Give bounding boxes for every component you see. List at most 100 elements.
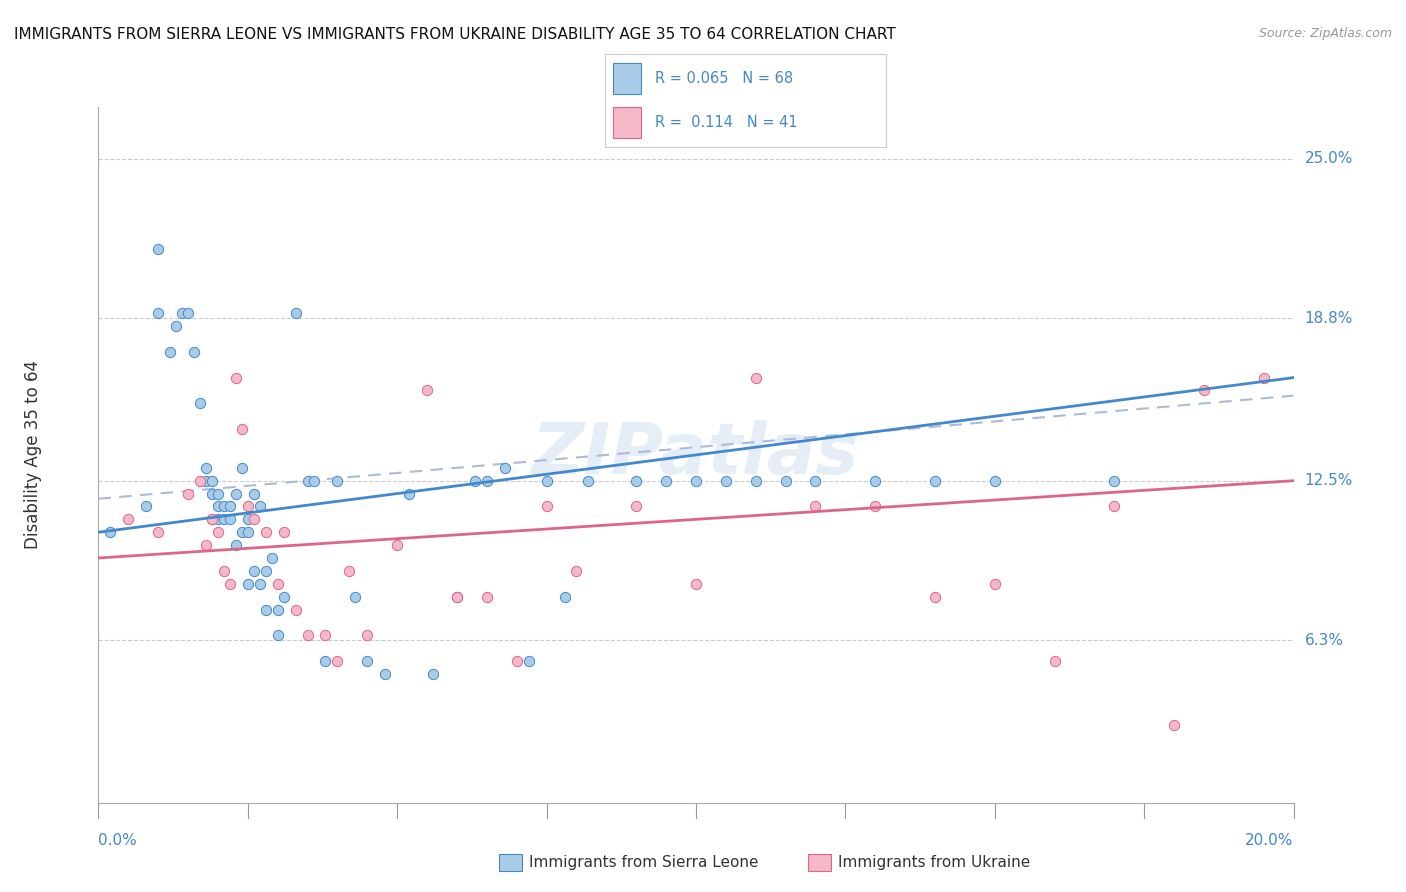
Point bbox=[236, 525, 259, 540]
Point bbox=[207, 525, 229, 540]
Point bbox=[212, 512, 235, 526]
Point bbox=[924, 590, 946, 604]
Point bbox=[924, 474, 946, 488]
Point bbox=[374, 667, 396, 681]
Point bbox=[1043, 654, 1066, 668]
Point bbox=[267, 628, 290, 642]
Point bbox=[685, 474, 707, 488]
Point bbox=[446, 590, 468, 604]
Bar bbox=[613, 107, 641, 138]
Point bbox=[775, 474, 797, 488]
Point bbox=[416, 384, 439, 398]
Text: 0.0%: 0.0% bbox=[98, 833, 138, 848]
Point bbox=[194, 474, 218, 488]
Point bbox=[212, 564, 235, 578]
Point bbox=[188, 396, 211, 410]
Point bbox=[273, 590, 295, 604]
Point bbox=[219, 512, 242, 526]
Point bbox=[177, 306, 200, 320]
Point bbox=[356, 628, 378, 642]
Point bbox=[135, 500, 157, 514]
Point bbox=[231, 525, 253, 540]
Point bbox=[219, 500, 242, 514]
Point bbox=[385, 538, 409, 552]
Point bbox=[624, 474, 647, 488]
Point bbox=[745, 474, 768, 488]
Point bbox=[273, 525, 295, 540]
Point bbox=[517, 654, 540, 668]
Point bbox=[315, 654, 337, 668]
Text: 25.0%: 25.0% bbox=[1305, 151, 1353, 166]
Point bbox=[398, 486, 420, 500]
Point bbox=[201, 512, 224, 526]
Point bbox=[177, 486, 200, 500]
Point bbox=[212, 500, 235, 514]
Point bbox=[243, 564, 266, 578]
Point bbox=[326, 654, 349, 668]
Point bbox=[267, 576, 290, 591]
Point bbox=[249, 500, 271, 514]
Point bbox=[714, 474, 737, 488]
Point bbox=[243, 486, 266, 500]
Point bbox=[475, 474, 498, 488]
Point bbox=[225, 486, 247, 500]
Point bbox=[356, 654, 378, 668]
Point bbox=[804, 500, 827, 514]
Point bbox=[148, 242, 170, 256]
Point bbox=[302, 474, 325, 488]
Point bbox=[297, 628, 319, 642]
Point bbox=[339, 564, 360, 578]
Point bbox=[148, 306, 170, 320]
Point bbox=[578, 474, 600, 488]
Point bbox=[188, 474, 211, 488]
Point bbox=[685, 576, 707, 591]
Text: IMMIGRANTS FROM SIERRA LEONE VS IMMIGRANTS FROM UKRAINE DISABILITY AGE 35 TO 64 : IMMIGRANTS FROM SIERRA LEONE VS IMMIGRAN… bbox=[14, 27, 896, 42]
Point bbox=[254, 564, 277, 578]
Point bbox=[201, 486, 224, 500]
Point bbox=[745, 370, 768, 384]
Point bbox=[804, 474, 827, 488]
Point bbox=[219, 576, 242, 591]
Point bbox=[236, 512, 259, 526]
Bar bbox=[613, 63, 641, 94]
Point bbox=[231, 422, 253, 436]
Point bbox=[1104, 474, 1126, 488]
Point bbox=[207, 512, 229, 526]
Text: 18.8%: 18.8% bbox=[1305, 310, 1353, 326]
Point bbox=[655, 474, 678, 488]
Point bbox=[475, 590, 498, 604]
Point bbox=[159, 344, 181, 359]
Point bbox=[194, 538, 218, 552]
Point bbox=[207, 500, 229, 514]
Point bbox=[297, 474, 319, 488]
Text: 20.0%: 20.0% bbox=[1246, 833, 1294, 848]
Text: ZIPatlas: ZIPatlas bbox=[533, 420, 859, 490]
Point bbox=[183, 344, 205, 359]
Point bbox=[284, 306, 307, 320]
Point bbox=[464, 474, 486, 488]
Point bbox=[201, 512, 224, 526]
Point bbox=[249, 576, 271, 591]
Point bbox=[865, 474, 887, 488]
Point bbox=[243, 512, 266, 526]
Point bbox=[260, 551, 283, 566]
Point bbox=[225, 538, 247, 552]
Point bbox=[1253, 370, 1275, 384]
Point bbox=[624, 500, 647, 514]
Point bbox=[536, 500, 558, 514]
Point bbox=[865, 500, 887, 514]
Point bbox=[326, 474, 349, 488]
Point bbox=[1104, 500, 1126, 514]
Point bbox=[446, 590, 468, 604]
Point bbox=[236, 576, 259, 591]
Point bbox=[194, 460, 218, 475]
Point bbox=[536, 474, 558, 488]
Point bbox=[254, 602, 277, 616]
Point bbox=[1192, 384, 1215, 398]
Text: 12.5%: 12.5% bbox=[1305, 473, 1353, 488]
Point bbox=[117, 512, 139, 526]
Text: Disability Age 35 to 64: Disability Age 35 to 64 bbox=[24, 360, 42, 549]
Point bbox=[494, 460, 516, 475]
Point bbox=[422, 667, 444, 681]
Point bbox=[236, 500, 259, 514]
